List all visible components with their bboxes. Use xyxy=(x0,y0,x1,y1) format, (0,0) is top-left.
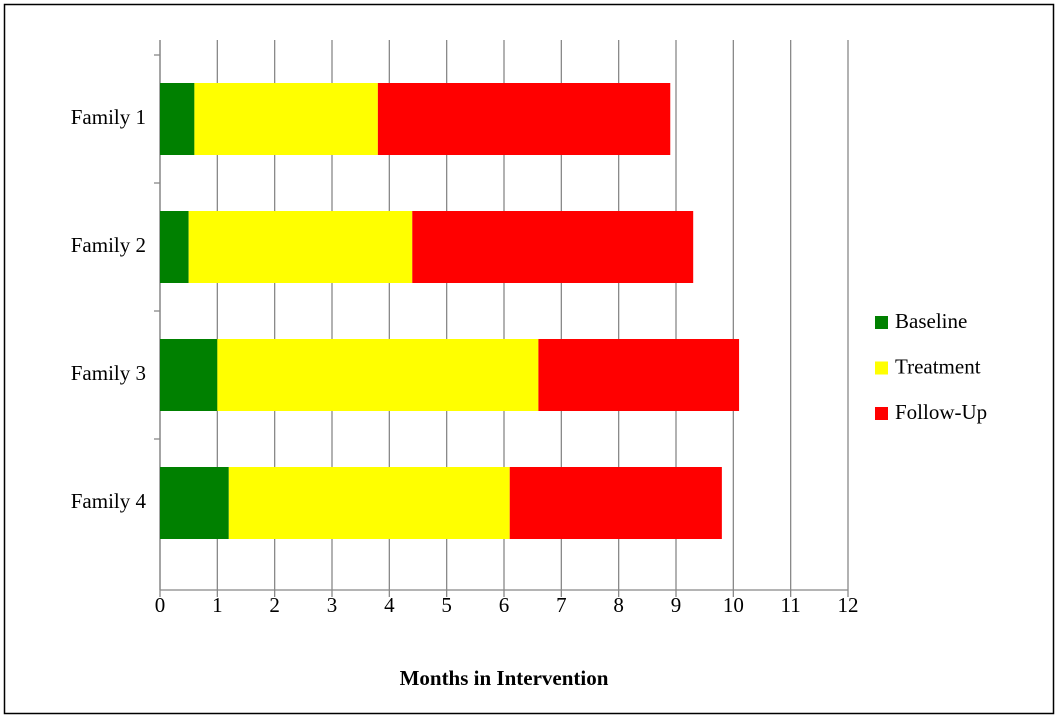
bar-segment xyxy=(412,211,694,283)
legend-label: Baseline xyxy=(895,309,967,333)
x-axis-title: Months in Intervention xyxy=(400,666,609,690)
x-tick-label: 7 xyxy=(556,593,567,617)
y-tick-label: Family 2 xyxy=(71,233,146,257)
x-tick-label: 5 xyxy=(441,593,452,617)
y-tick-label: Family 3 xyxy=(71,361,146,385)
bar-segment xyxy=(228,467,510,539)
y-tick-label: Family 1 xyxy=(71,105,146,129)
x-tick-label: 1 xyxy=(212,593,223,617)
y-tick-label: Family 4 xyxy=(71,489,147,513)
legend-label: Follow-Up xyxy=(895,400,987,424)
bar-segment xyxy=(377,83,671,155)
x-tick-label: 6 xyxy=(499,593,510,617)
bar-segment xyxy=(217,339,539,411)
legend-swatch xyxy=(875,407,888,420)
legend-swatch xyxy=(875,316,888,329)
x-tick-label: 11 xyxy=(781,593,801,617)
x-tick-label: 12 xyxy=(838,593,859,617)
bar-segment xyxy=(160,339,218,411)
x-tick-label: 10 xyxy=(723,593,744,617)
legend-label: Treatment xyxy=(895,354,981,378)
bar-segment xyxy=(538,339,740,411)
bar-segment xyxy=(160,467,229,539)
bar-segment xyxy=(194,83,378,155)
bar-segment xyxy=(160,211,189,283)
bar-segment xyxy=(188,211,413,283)
legend-swatch xyxy=(875,361,888,375)
bar-segment xyxy=(160,83,195,155)
x-tick-label: 2 xyxy=(269,593,280,617)
x-tick-label: 3 xyxy=(327,593,338,617)
x-tick-label: 0 xyxy=(155,593,166,617)
bar-segment xyxy=(509,467,722,539)
x-tick-label: 9 xyxy=(671,593,682,617)
x-tick-label: 4 xyxy=(384,593,395,617)
x-tick-label: 8 xyxy=(613,593,624,617)
